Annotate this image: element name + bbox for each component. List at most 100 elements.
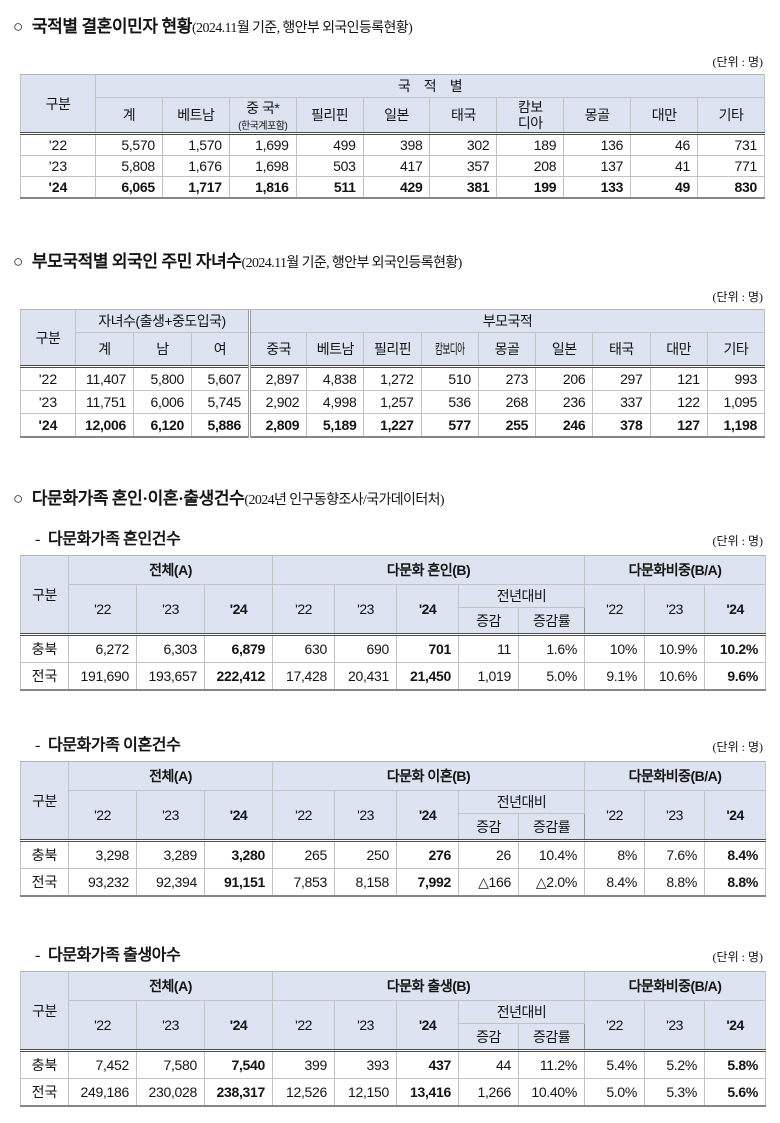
table-cell: 830 (697, 176, 765, 199)
table-header: 구분 전체(A) 다문화 혼인(B) 다문화비중(B/A) '22 '23 '2… (20, 555, 767, 635)
table-cell: 5.3% (644, 1078, 706, 1107)
table-cell: 7,452 (68, 1049, 137, 1079)
table-cell: 8.8% (644, 868, 706, 897)
col-header-year-24: '24 (203, 1000, 274, 1051)
col-header-male: 남 (133, 332, 192, 367)
header-row-years: '22 '23 '24 '22 '23 '24 전년대비 '22 '23 '24 (21, 790, 767, 841)
col-header-year-23: '23 (334, 1000, 398, 1051)
col-header-year-24: '24 (203, 790, 274, 841)
table-cell: 731 (697, 132, 765, 156)
table-body: 충북 7,452 7,580 7,540 399 393 437 44 11.2% 5.4% 5.2… (20, 1049, 767, 1107)
header-row-years: '22 '23 '24 '22 '23 '24 전년대비 '22 '23 '24 (21, 1000, 767, 1051)
table-cell: 10.9% (644, 633, 706, 663)
section-title-text: 부모국적별 외국인 주민 자녀수 (31, 252, 242, 271)
col-header-year-24: '24 (203, 584, 274, 635)
table-cell: 208 (496, 155, 565, 177)
table-cell: 1,272 (363, 365, 422, 391)
circle-bullet-icon: ○ (13, 252, 23, 271)
table-row: '23 5,808 1,676 1,698 503 417 357 208 137 41 771 (20, 155, 765, 177)
col-header-gubun: 구분 (20, 761, 69, 841)
subsection-heading-birth: - 다문화가족 출생아수 (단위 : 명) (35, 941, 763, 965)
unit-label: (단위 : 명) (712, 740, 763, 754)
col-header-year-23: '23 (644, 584, 706, 635)
table-cell: 3,298 (68, 839, 137, 869)
subsection-title-birth: - 다문화가족 출생아수 (35, 941, 181, 965)
table-cell: 1,570 (161, 132, 230, 156)
table-cell: 7.6% (644, 839, 706, 869)
table-cell: 255 (477, 413, 537, 438)
col-header-year-24: '24 (396, 584, 460, 635)
col-group-total-a: 전체(A) (67, 555, 274, 585)
table-cell: 503 (295, 155, 364, 177)
table-cell: 3,280 (203, 839, 274, 869)
table-cell: 11.2% (518, 1049, 586, 1079)
table-header: 구분 자녀수(출생+중도입국) 부모국적 계 남 여 중국 베트남 필리핀 캄보… (20, 309, 766, 367)
table-cell: 91,151 (203, 868, 274, 897)
table-cell: 378 (592, 413, 651, 438)
row-label: 충북 (20, 839, 69, 869)
col-header-year-23: '23 (136, 584, 205, 635)
table-cell: 5.6% (704, 1078, 767, 1107)
table-cell: 10.6% (644, 662, 706, 691)
col-group-ratio-ba: 다문화비중(B/A) (584, 971, 767, 1001)
col-header-year-23: '23 (136, 1000, 205, 1051)
table-cell: 8.4% (584, 868, 646, 897)
table-row: 충북 7,452 7,580 7,540 399 393 437 44 11.2% 5.4% 5.2… (20, 1049, 767, 1079)
table-cell: 1,717 (161, 176, 230, 199)
table-cell: 5.8% (704, 1049, 767, 1079)
col-header-year-23: '23 (644, 790, 706, 841)
table-row: 전국 93,232 92,394 91,151 7,853 8,158 7,992 △166 △… (20, 868, 767, 897)
row-label: 충북 (20, 1049, 69, 1079)
col-header-cambodia: 캄보 디아 (496, 97, 565, 134)
table-row: '23 11,751 6,006 5,745 2,902 4,998 1,257 536 268… (20, 390, 766, 414)
table-cell: 6,272 (68, 633, 137, 663)
col-header-gubun: 구분 (20, 74, 96, 134)
row-label: '24 (20, 176, 96, 199)
col-group-nationality: 국 적 별 (95, 74, 765, 98)
table-cell: 9.6% (704, 662, 767, 691)
col-header-etc: 기타 (697, 97, 765, 134)
table-cell: 2,809 (247, 413, 308, 438)
col-header-thailand: 태국 (592, 332, 651, 367)
table-cell: 5,745 (191, 390, 250, 414)
col-header-year-24: '24 (396, 790, 460, 841)
table-cell: 630 (272, 633, 336, 663)
table-cell: 8.8% (704, 868, 767, 897)
col-header-rate: 증감률 (518, 1023, 586, 1051)
section-title-foreign-children: ○ 부모국적별 외국인 주민 자녀수(2024.11월 기준, 행안부 외국인등록… (13, 247, 765, 272)
col-group-multicultural-b: 다문화 출생(B) (272, 971, 586, 1001)
table-cell: 510 (420, 365, 479, 391)
table-cell: 92,394 (136, 868, 205, 897)
col-header-philippines: 필리핀 (363, 332, 422, 367)
col-group-total-a: 전체(A) (67, 761, 274, 791)
col-header-mongolia: 몽골 (563, 97, 632, 134)
section-title-marriage-immigrants: ○ 국적별 결혼이민자 현황(2024.11월 기준, 행안부 외국인등록현황) (13, 12, 765, 37)
table-cell: 5.2% (644, 1049, 706, 1079)
table-cell: △166 (458, 868, 520, 897)
table-cell: 1,095 (706, 390, 766, 414)
table-cell: 10.40% (518, 1078, 586, 1107)
col-header-etc: 기타 (706, 332, 766, 367)
header-row-yoy: 증감 증감률 (21, 607, 766, 635)
section-title-note: (2024.11월 기준, 행안부 외국인등록현황) (241, 256, 463, 271)
table-body: '22 11,407 5,800 5,607 2,897 4,838 1,272 510 273… (20, 365, 766, 438)
table-cell: 44 (458, 1049, 520, 1079)
col-header-china: 중 국* (한국계포함) (228, 97, 297, 134)
table-cell: 398 (362, 132, 431, 156)
col-header-year-22: '22 (68, 584, 137, 635)
header-row-group: 구분 국 적 별 (20, 74, 765, 134)
table-cell: 238,317 (203, 1078, 274, 1107)
col-header-total: 계 (75, 332, 134, 367)
col-header-cambodia: 캄보디아 (420, 332, 479, 367)
table-row: 전국 249,186 230,028 238,317 12,526 12,150 13,41… (20, 1078, 767, 1107)
multicultural-birth-table: 구분 전체(A) 다문화 출생(B) 다문화비중(B/A) '22 '23 '2… (20, 971, 767, 1107)
unit-label: (단위 : 명) (712, 55, 763, 69)
table-cell: 41 (630, 155, 699, 177)
table-cell: 5,800 (133, 365, 192, 391)
col-group-total-a: 전체(A) (67, 971, 274, 1001)
table-cell: 5,570 (95, 132, 163, 156)
table-cell: 7,580 (136, 1049, 205, 1079)
table-cell: 6,120 (133, 413, 192, 438)
table-cell: 993 (706, 365, 766, 391)
multicultural-divorce-table: 구분 전체(A) 다문화 이혼(B) 다문화비중(B/A) '22 '23 '2… (20, 761, 767, 897)
